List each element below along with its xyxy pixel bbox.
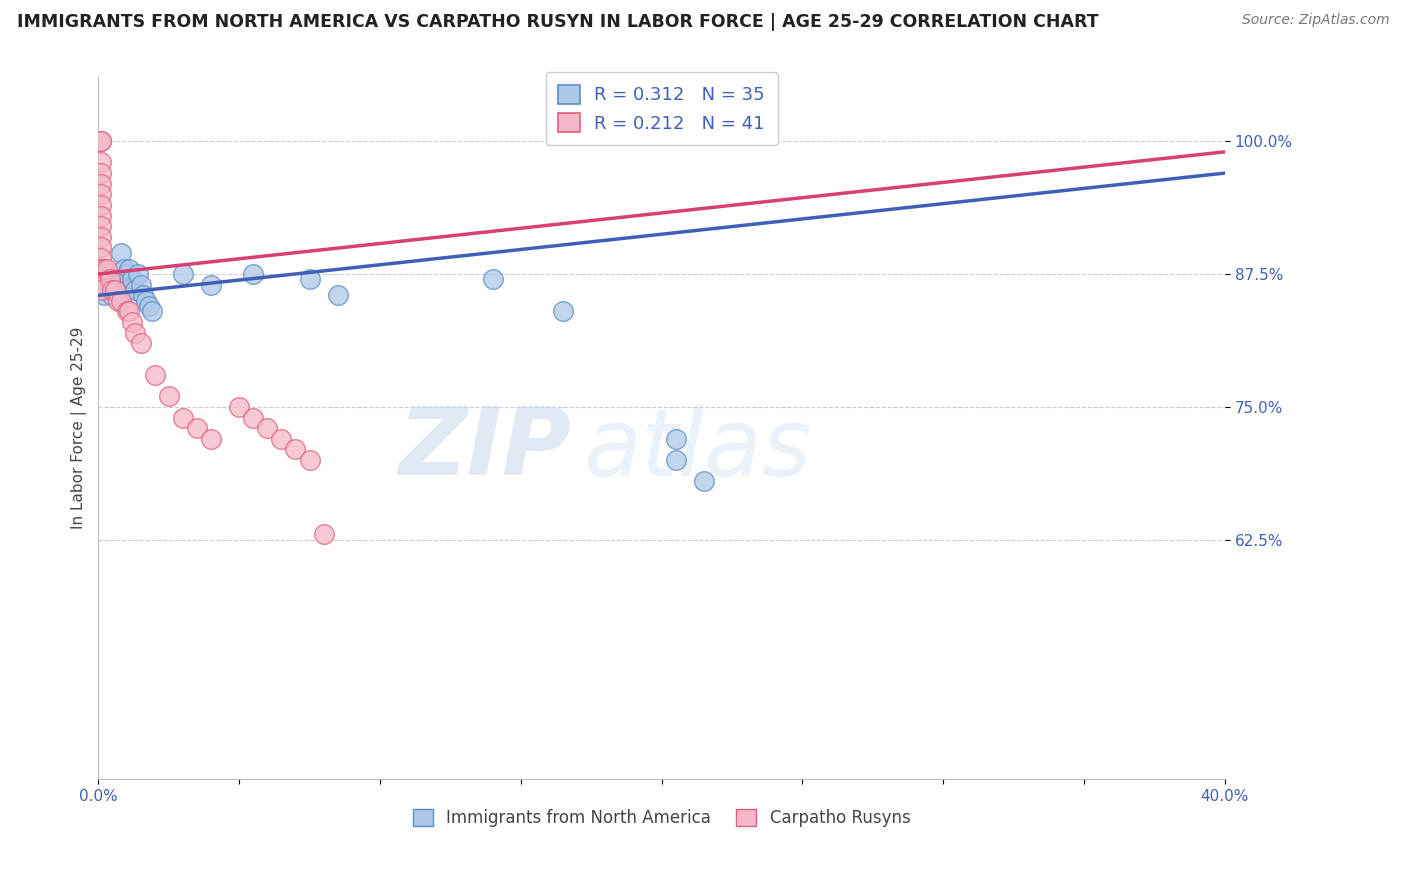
Point bbox=[101, 277, 124, 292]
Point bbox=[121, 315, 143, 329]
Point bbox=[143, 368, 166, 382]
Point bbox=[242, 267, 264, 281]
Point bbox=[124, 283, 146, 297]
Point bbox=[200, 432, 222, 446]
Point bbox=[90, 166, 112, 180]
Point bbox=[112, 261, 135, 276]
Point bbox=[284, 442, 307, 457]
Point bbox=[298, 453, 321, 467]
Point bbox=[93, 283, 115, 297]
Point bbox=[665, 432, 688, 446]
Point bbox=[110, 245, 132, 260]
Point bbox=[129, 277, 152, 292]
Point bbox=[96, 267, 118, 281]
Point bbox=[270, 432, 292, 446]
Point bbox=[90, 261, 112, 276]
Point bbox=[127, 267, 149, 281]
Point bbox=[115, 283, 138, 297]
Point bbox=[96, 261, 118, 276]
Point bbox=[172, 410, 194, 425]
Point bbox=[298, 272, 321, 286]
Point bbox=[242, 410, 264, 425]
Point bbox=[129, 336, 152, 351]
Point bbox=[101, 283, 124, 297]
Point bbox=[90, 277, 112, 292]
Point bbox=[115, 304, 138, 318]
Point bbox=[135, 293, 157, 308]
Point bbox=[90, 251, 112, 265]
Point bbox=[115, 267, 138, 281]
Point bbox=[693, 475, 716, 489]
Point bbox=[90, 283, 112, 297]
Point bbox=[256, 421, 278, 435]
Legend: Immigrants from North America, Carpatho Rusyns: Immigrants from North America, Carpatho … bbox=[406, 802, 917, 834]
Point bbox=[104, 272, 127, 286]
Point bbox=[90, 198, 112, 212]
Point bbox=[118, 304, 141, 318]
Point bbox=[107, 293, 129, 308]
Point bbox=[90, 261, 112, 276]
Point bbox=[138, 299, 160, 313]
Point bbox=[110, 293, 132, 308]
Text: IMMIGRANTS FROM NORTH AMERICA VS CARPATHO RUSYN IN LABOR FORCE | AGE 25-29 CORRE: IMMIGRANTS FROM NORTH AMERICA VS CARPATH… bbox=[17, 13, 1098, 31]
Point bbox=[228, 400, 250, 414]
Point bbox=[141, 304, 163, 318]
Point bbox=[90, 177, 112, 191]
Point bbox=[157, 389, 180, 403]
Text: ZIP: ZIP bbox=[399, 403, 571, 495]
Point bbox=[551, 304, 574, 318]
Y-axis label: In Labor Force | Age 25-29: In Labor Force | Age 25-29 bbox=[72, 327, 87, 529]
Text: atlas: atlas bbox=[582, 404, 811, 495]
Point bbox=[665, 453, 688, 467]
Point bbox=[90, 230, 112, 244]
Point bbox=[200, 277, 222, 292]
Point bbox=[132, 288, 155, 302]
Point bbox=[98, 272, 121, 286]
Point bbox=[186, 421, 208, 435]
Point bbox=[90, 155, 112, 169]
Point bbox=[90, 272, 112, 286]
Point bbox=[121, 272, 143, 286]
Point bbox=[481, 272, 503, 286]
Point bbox=[96, 272, 118, 286]
Point bbox=[90, 187, 112, 202]
Point bbox=[90, 240, 112, 254]
Text: Source: ZipAtlas.com: Source: ZipAtlas.com bbox=[1241, 13, 1389, 28]
Point bbox=[107, 277, 129, 292]
Point bbox=[93, 261, 115, 276]
Point bbox=[90, 134, 112, 148]
Point bbox=[93, 267, 115, 281]
Point bbox=[101, 288, 124, 302]
Point bbox=[124, 326, 146, 340]
Point bbox=[90, 219, 112, 234]
Point bbox=[172, 267, 194, 281]
Point bbox=[90, 134, 112, 148]
Point bbox=[118, 261, 141, 276]
Point bbox=[98, 272, 121, 286]
Point bbox=[312, 527, 335, 541]
Point bbox=[90, 261, 112, 276]
Point bbox=[93, 288, 115, 302]
Point bbox=[326, 288, 349, 302]
Point bbox=[104, 283, 127, 297]
Point bbox=[90, 272, 112, 286]
Point bbox=[90, 209, 112, 223]
